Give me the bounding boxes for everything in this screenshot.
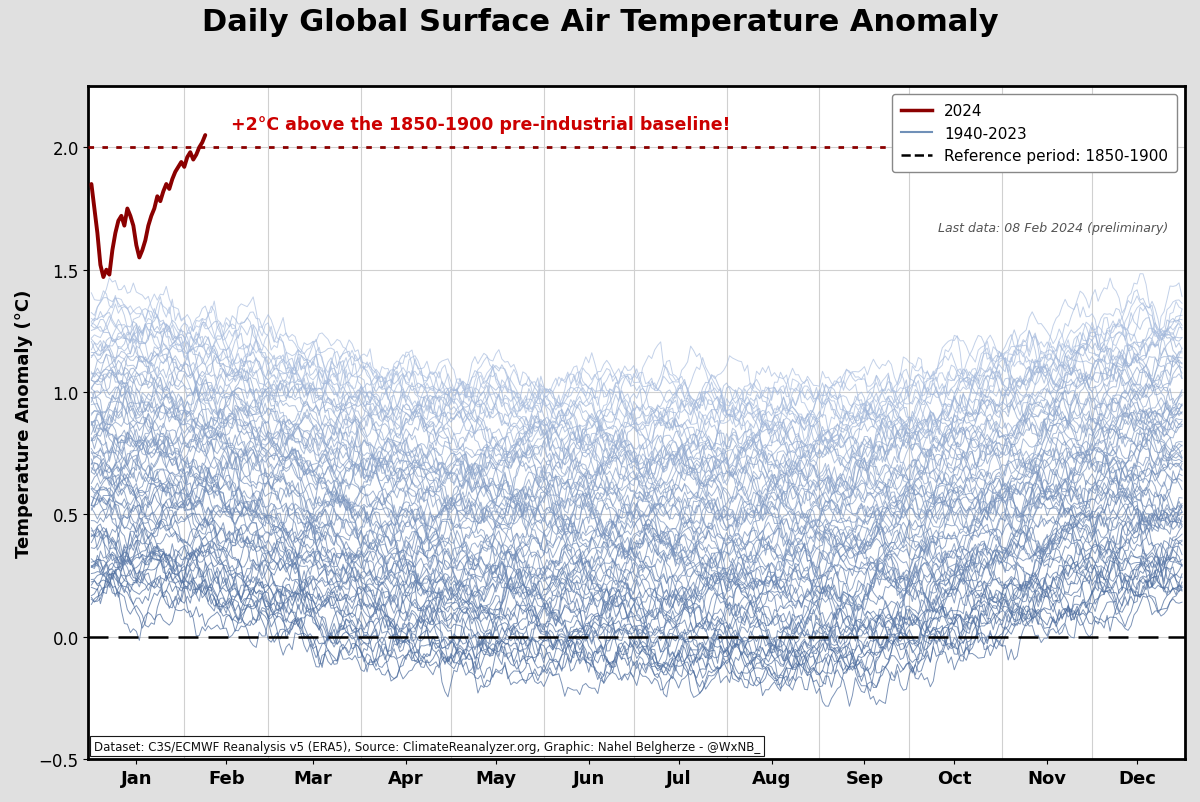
Text: Last data: 08 Feb 2024 (preliminary): Last data: 08 Feb 2024 (preliminary) bbox=[938, 221, 1169, 234]
Text: +2°C above the 1850-1900 pre-industrial baseline!: +2°C above the 1850-1900 pre-industrial … bbox=[230, 115, 731, 133]
Text: Dataset: C3S/ECMWF Reanalysis v5 (ERA5), Source: ClimateReanalyzer.org, Graphic:: Dataset: C3S/ECMWF Reanalysis v5 (ERA5),… bbox=[94, 739, 760, 752]
Legend: 2024, 1940-2023, Reference period: 1850-1900: 2024, 1940-2023, Reference period: 1850-… bbox=[893, 95, 1177, 173]
Text: Daily Global Surface Air Temperature Anomaly: Daily Global Surface Air Temperature Ano… bbox=[202, 8, 998, 37]
Y-axis label: Temperature Anomaly (°C): Temperature Anomaly (°C) bbox=[14, 290, 34, 557]
